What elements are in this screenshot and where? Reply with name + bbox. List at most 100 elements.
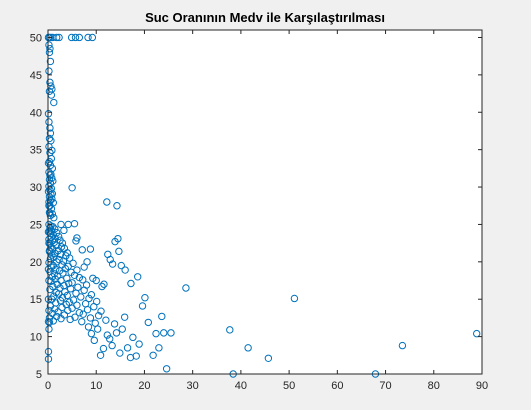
data-point bbox=[56, 297, 65, 305]
data-point bbox=[45, 314, 54, 322]
data-point bbox=[70, 219, 79, 228]
data-point bbox=[73, 234, 81, 242]
x-tick-label: 20 bbox=[138, 380, 150, 392]
data-point bbox=[226, 326, 234, 334]
data-point bbox=[78, 317, 86, 326]
data-point bbox=[90, 303, 98, 311]
x-tick-label: 10 bbox=[90, 380, 102, 392]
data-point bbox=[45, 202, 53, 210]
data-point bbox=[138, 302, 147, 310]
data-point bbox=[45, 246, 54, 255]
data-point bbox=[48, 146, 56, 155]
data-point bbox=[102, 316, 110, 324]
data-point bbox=[127, 279, 135, 288]
data-point bbox=[45, 325, 53, 333]
data-point bbox=[123, 344, 132, 352]
data-point bbox=[149, 351, 157, 359]
data-point bbox=[45, 306, 53, 315]
data-point bbox=[57, 220, 65, 229]
data-point bbox=[67, 33, 76, 42]
data-point bbox=[96, 351, 105, 359]
x-tick-label: 70 bbox=[379, 380, 391, 392]
data-point bbox=[182, 284, 190, 292]
data-point bbox=[79, 276, 87, 284]
data-point bbox=[68, 184, 76, 192]
data-point bbox=[55, 33, 63, 42]
data-point bbox=[80, 286, 88, 294]
data-point bbox=[72, 289, 80, 297]
data-point bbox=[110, 320, 119, 328]
data-point bbox=[103, 198, 111, 206]
data-point bbox=[46, 45, 54, 53]
data-point bbox=[244, 344, 252, 352]
data-point bbox=[141, 294, 149, 302]
data-point bbox=[79, 310, 87, 318]
data-point bbox=[264, 354, 273, 362]
data-point bbox=[66, 254, 74, 262]
data-point bbox=[115, 247, 123, 256]
data-point bbox=[98, 282, 106, 291]
data-point bbox=[88, 33, 97, 42]
data-point bbox=[167, 329, 175, 337]
data-point bbox=[152, 329, 160, 338]
data-point bbox=[93, 325, 102, 333]
data-point bbox=[45, 41, 53, 49]
data-point bbox=[87, 329, 96, 338]
x-axis: 0 10 20 30 40 50 60 70 80 90 bbox=[45, 30, 488, 392]
data-point bbox=[63, 291, 71, 300]
x-tick-label: 40 bbox=[235, 380, 247, 392]
data-point bbox=[45, 67, 53, 75]
data-point bbox=[117, 261, 126, 270]
y-tick-label: 40 bbox=[30, 107, 42, 119]
data-point bbox=[45, 276, 53, 285]
data-point bbox=[71, 313, 79, 321]
data-point bbox=[72, 237, 80, 245]
data-point bbox=[45, 193, 54, 201]
data-point bbox=[116, 349, 124, 357]
x-tick-label: 90 bbox=[476, 380, 488, 392]
data-point bbox=[45, 48, 54, 57]
data-point bbox=[70, 271, 79, 279]
data-point bbox=[45, 220, 53, 229]
data-point bbox=[87, 291, 96, 299]
data-point bbox=[100, 280, 108, 288]
data-point bbox=[45, 239, 53, 247]
data-point bbox=[97, 307, 105, 315]
data-point bbox=[46, 285, 54, 294]
data-point bbox=[106, 335, 114, 343]
data-point bbox=[113, 202, 121, 210]
data-point bbox=[86, 245, 95, 253]
data-point bbox=[85, 294, 93, 303]
data-markers bbox=[44, 33, 481, 378]
data-point bbox=[162, 365, 171, 373]
data-point bbox=[56, 250, 65, 259]
data-point bbox=[121, 266, 129, 274]
data-point bbox=[114, 234, 122, 243]
data-point bbox=[69, 296, 78, 304]
y-tick-label: 45 bbox=[30, 70, 42, 82]
data-point bbox=[78, 246, 86, 254]
data-point bbox=[49, 177, 57, 185]
data-point bbox=[94, 311, 103, 320]
plot-area bbox=[48, 30, 482, 374]
data-point bbox=[290, 294, 299, 303]
data-point bbox=[45, 182, 53, 191]
y-tick-label: 30 bbox=[30, 182, 42, 194]
data-point bbox=[49, 261, 57, 270]
data-point bbox=[106, 255, 114, 264]
data-point bbox=[135, 340, 143, 348]
data-point bbox=[48, 251, 56, 259]
data-point bbox=[45, 157, 54, 166]
data-point bbox=[99, 344, 108, 353]
data-point bbox=[83, 258, 91, 266]
x-tick-label: 60 bbox=[331, 380, 343, 392]
y-tick-label: 20 bbox=[30, 257, 42, 269]
data-point bbox=[108, 260, 117, 268]
y-tick-label: 5 bbox=[36, 369, 42, 381]
data-point bbox=[398, 341, 407, 350]
data-point bbox=[60, 226, 68, 235]
y-tick-label: 50 bbox=[30, 32, 42, 44]
data-point bbox=[83, 305, 92, 314]
